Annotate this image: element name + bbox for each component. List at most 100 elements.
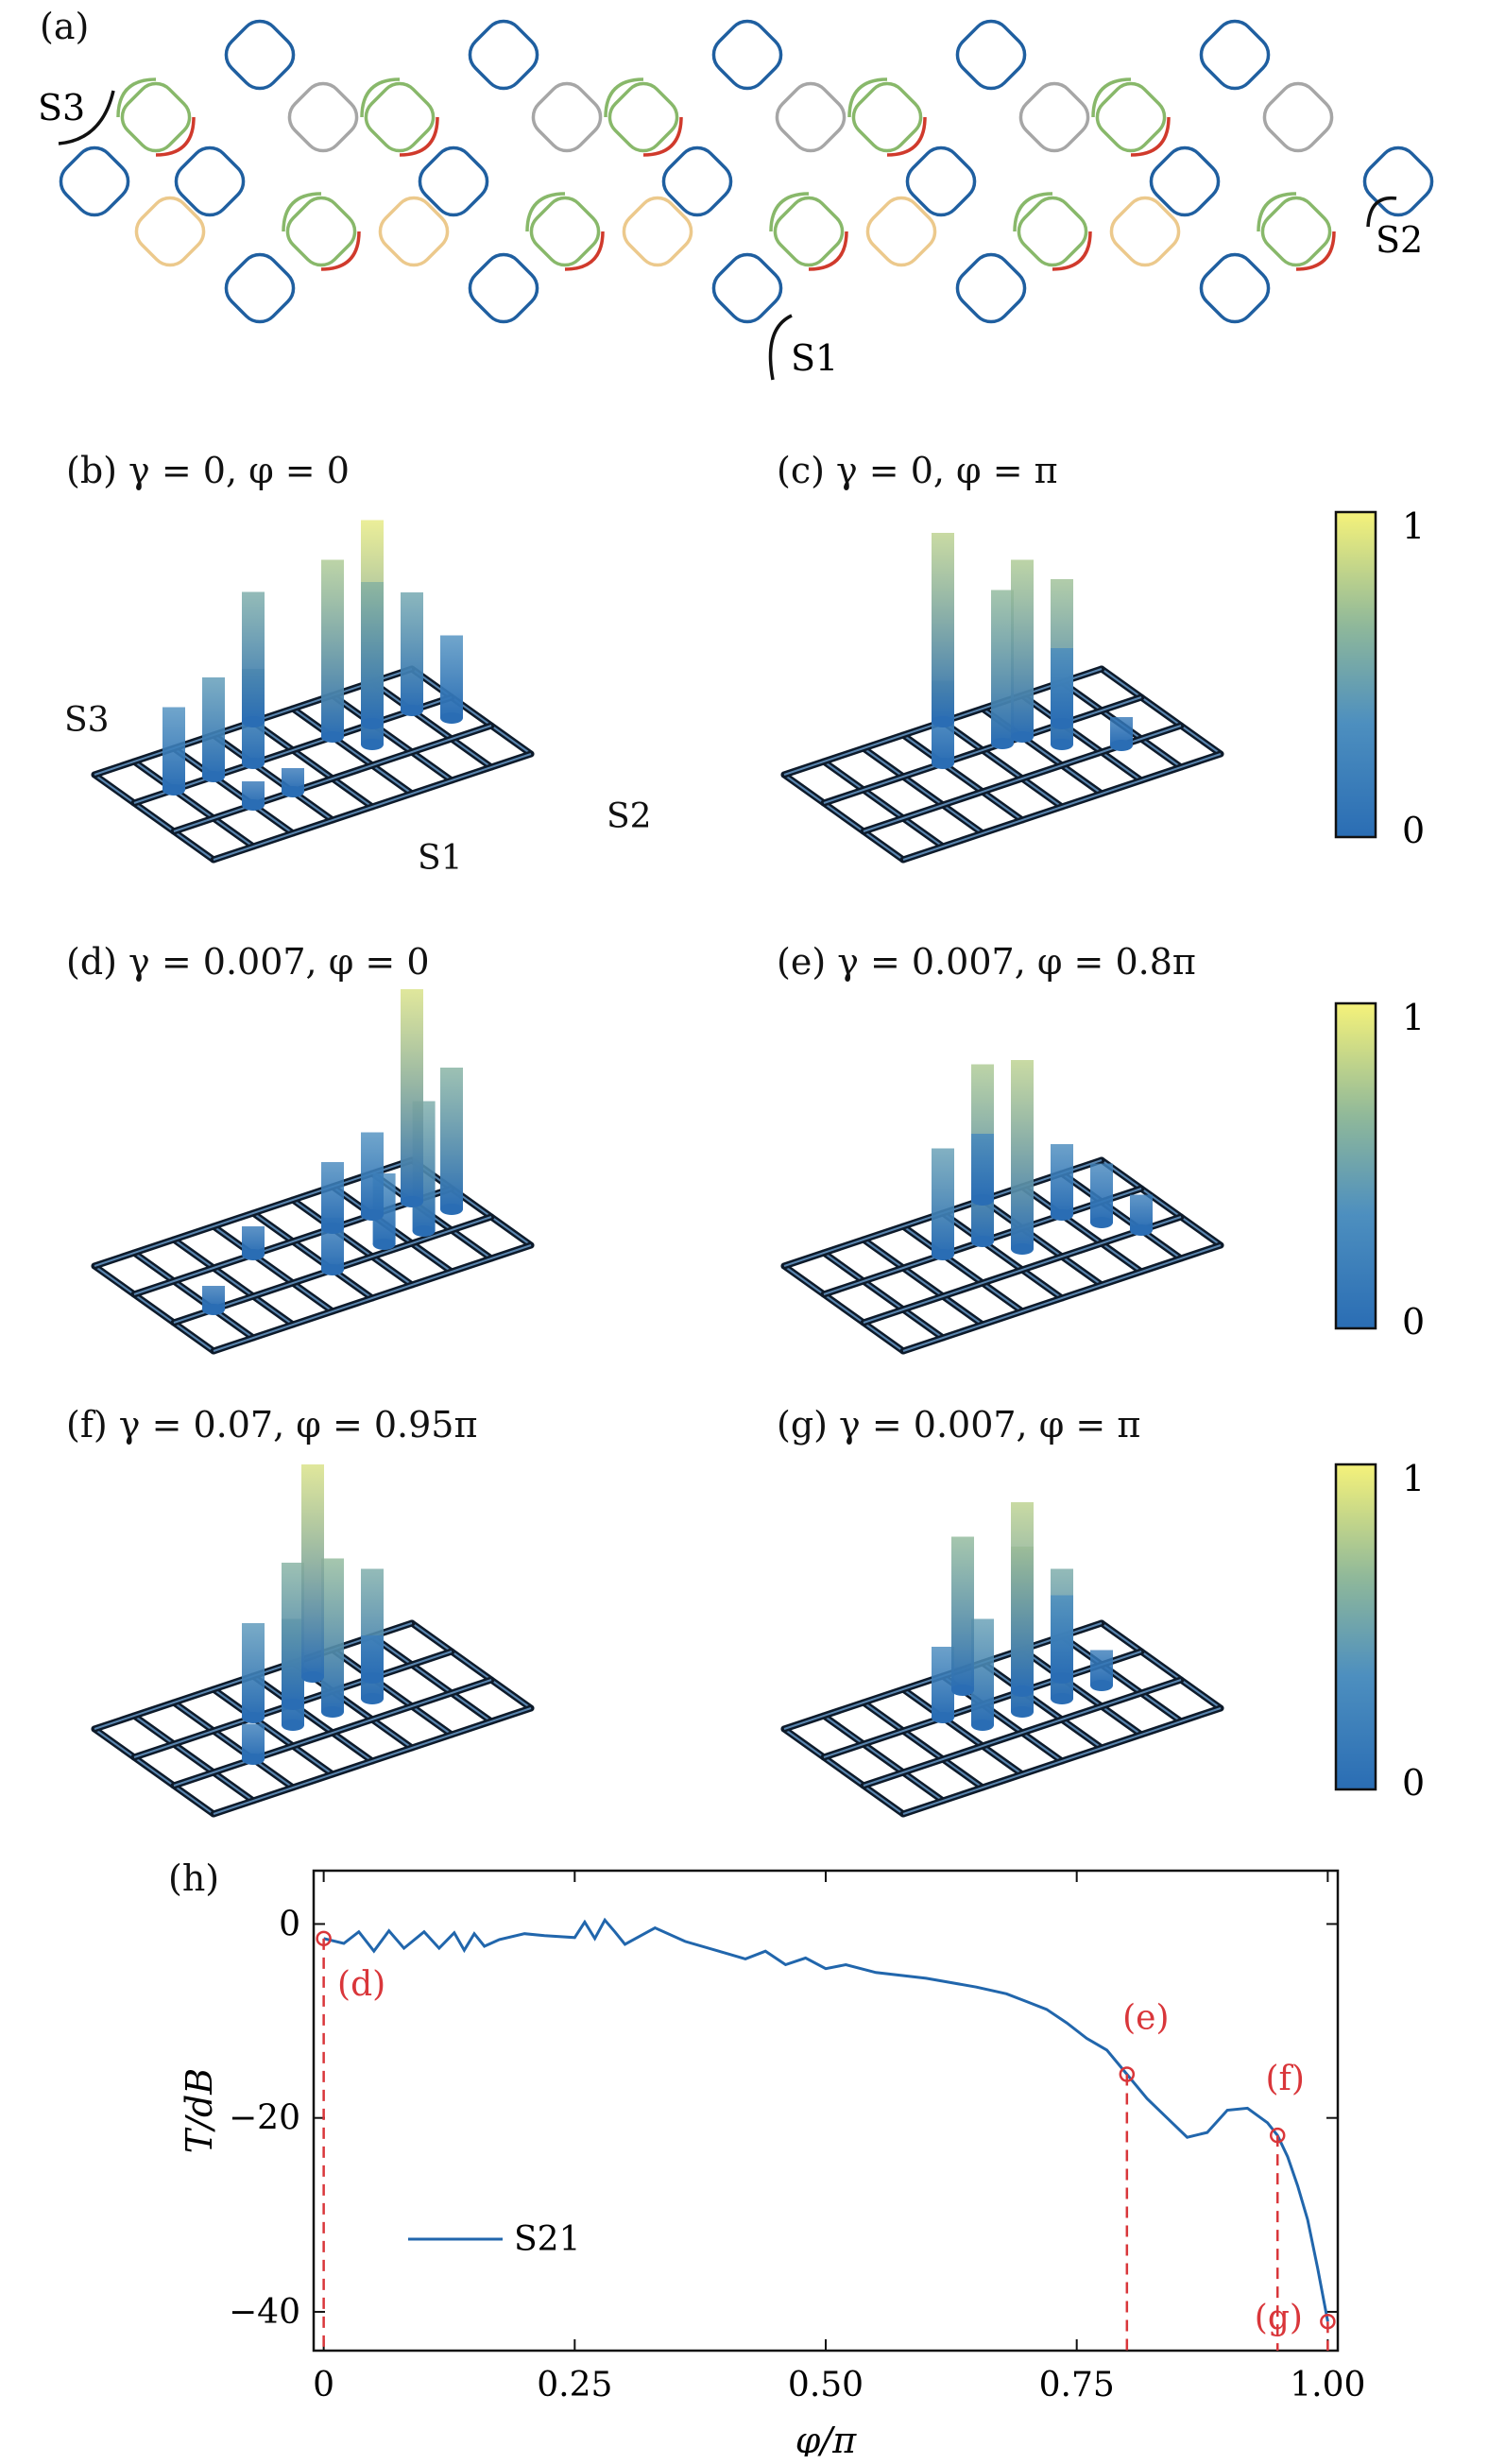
ring-accent-red <box>1130 116 1171 157</box>
field-pillar <box>1090 1163 1113 1223</box>
ring-accent-red <box>155 116 196 157</box>
field-pillars <box>162 520 463 811</box>
field-pillar <box>242 591 265 722</box>
waveguide-lattice <box>91 1156 535 1355</box>
ring-accent-red <box>1052 231 1092 271</box>
ring-resonator <box>955 252 1027 324</box>
field-pillar <box>440 1068 463 1209</box>
marker-point <box>316 1930 332 1947</box>
field-pillar <box>1051 1144 1073 1215</box>
ring-accent-green <box>525 192 566 232</box>
field-pillars <box>932 533 1133 769</box>
ring-resonator <box>775 81 847 153</box>
ring-resonator <box>134 196 206 267</box>
series-s21-line <box>323 1917 1329 2322</box>
ring-resonator <box>287 81 359 153</box>
field-pillar <box>202 677 225 777</box>
field-pillar <box>361 1132 384 1215</box>
ring-resonator <box>1149 145 1221 217</box>
field-pillar <box>971 1134 994 1200</box>
ring-resonator <box>468 252 539 324</box>
ring-resonator <box>773 196 845 267</box>
field-pillar <box>951 1536 974 1690</box>
marker-label: (f) <box>1266 2060 1305 2098</box>
ring-accent-red <box>1295 231 1336 271</box>
ring-resonator <box>1109 196 1181 267</box>
panel-a: (a) S3 S2 S1 <box>0 0 1488 387</box>
panel-g-label: (g) γ = 0.007, φ = π <box>777 1404 1141 1446</box>
ring-resonator <box>174 145 246 217</box>
ring-resonator <box>224 252 296 324</box>
ring-accent-green <box>360 77 401 118</box>
waveguide-lattice <box>780 1619 1224 1818</box>
field-pillar <box>1011 559 1034 737</box>
ring-resonator <box>607 81 679 153</box>
ring-accent-green <box>1091 77 1132 118</box>
field-pillar <box>932 1647 954 1718</box>
panel-b-port-s2: S2 <box>607 797 652 836</box>
ring-resonator <box>851 81 923 153</box>
marker-point <box>1119 2066 1136 2082</box>
y-axis-label: T/dB <box>179 2068 220 2153</box>
field-pillar <box>1051 1595 1073 1678</box>
ring-resonator <box>1018 81 1090 153</box>
y-tick-label: −40 <box>229 2293 300 2332</box>
field-pillar <box>440 635 463 718</box>
ring-accent-green <box>769 192 810 232</box>
ring-accent-green <box>1257 192 1297 232</box>
ring-resonator <box>1262 81 1334 153</box>
marker-label: (e) <box>1122 1999 1169 2038</box>
x-tick-label: 0 <box>313 2366 334 2404</box>
colorbar-1-bottom: 0 <box>1402 810 1425 850</box>
colorbar-1: 1 0 <box>1334 510 1425 850</box>
field-pillar <box>162 707 185 790</box>
x-tick-label: 0.25 <box>537 2366 612 2404</box>
field-pillar <box>401 592 423 710</box>
panel-c-label: (c) γ = 0, φ = π <box>777 450 1058 491</box>
ring-resonator <box>59 145 130 217</box>
panel-d-label: (d) γ = 0.007, φ = 0 <box>66 941 430 983</box>
ring-accent-green <box>282 192 322 232</box>
ring-accent-green <box>116 77 157 118</box>
transmission-chart: 0 0.25 0.50 0.75 1.00 0 −20 −40 φ/π T/dB (d) (e) (f)… <box>179 1869 1365 2456</box>
x-tick-label: 0.50 <box>788 2366 864 2404</box>
field-plot-g <box>780 1502 1224 1818</box>
ring-resonator <box>661 145 733 217</box>
ring-accent-red <box>886 116 927 157</box>
colorbar-2-bottom: 0 <box>1402 1301 1425 1342</box>
marker-point <box>1269 2127 1286 2144</box>
ring-resonator <box>905 145 977 217</box>
ring-resonator <box>364 81 436 153</box>
panel-e-label: (e) γ = 0.007, φ = 0.8π <box>777 941 1196 983</box>
colorbar-3-top: 1 <box>1402 1463 1425 1499</box>
field-plot-f <box>91 1464 535 1818</box>
field-pillar <box>1130 1194 1153 1230</box>
y-tick-label: 0 <box>279 1905 300 1943</box>
port-s2-label: S2 <box>1376 219 1423 261</box>
ring-accent-green <box>847 77 888 118</box>
field-pillar <box>242 1723 265 1759</box>
ring-accent-green <box>604 77 644 118</box>
ring-resonator <box>865 196 937 267</box>
ring-resonator <box>378 196 450 267</box>
ring-accent-red <box>808 231 848 271</box>
field-pillar <box>1011 1060 1034 1249</box>
ring-resonator <box>1260 196 1332 267</box>
ring-resonator <box>711 19 783 91</box>
marker-label: (g) <box>1255 2299 1303 2337</box>
field-pillar <box>301 1464 324 1677</box>
port-s2-hook <box>1366 196 1397 228</box>
panel-h-label: (h) <box>168 1857 220 1899</box>
colorbar-3: 1 0 <box>1334 1463 1425 1803</box>
panel-b-port-s1: S1 <box>418 839 463 878</box>
colorbar-1-top: 1 <box>1402 510 1425 547</box>
field-pillar <box>321 559 344 737</box>
ring-accent-red <box>564 231 605 271</box>
waveguide-lattice <box>780 1156 1224 1355</box>
ring-resonator <box>418 145 489 217</box>
waveguide-lattice <box>91 665 535 864</box>
x-tick-label: 0.75 <box>1039 2366 1115 2404</box>
ring-resonator <box>120 81 192 153</box>
panel-a-label: (a) <box>40 6 90 47</box>
field-pillar <box>401 989 423 1202</box>
